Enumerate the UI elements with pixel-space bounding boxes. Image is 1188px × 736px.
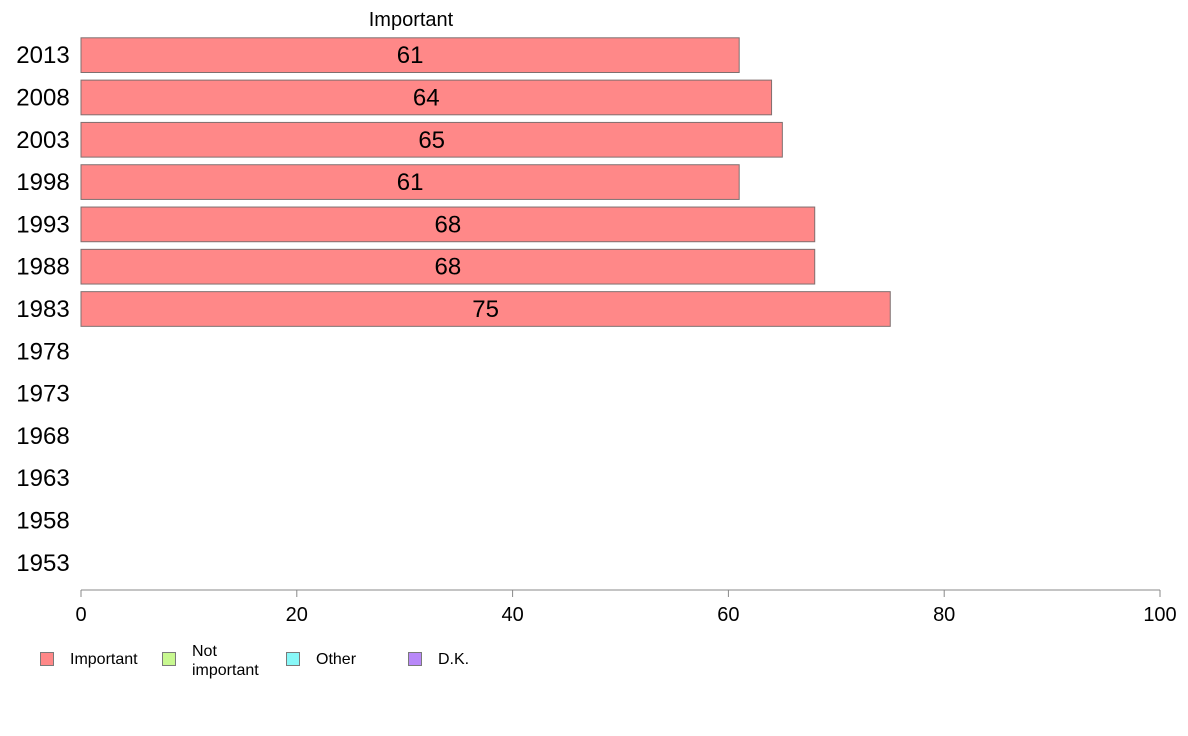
category-label: 1993 <box>16 211 69 238</box>
category-label: 1983 <box>16 296 69 323</box>
legend-swatch-important <box>40 652 54 666</box>
bar <box>80 37 740 73</box>
x-tick-label: 0 <box>75 604 86 626</box>
category-label: 1988 <box>16 254 69 281</box>
category-label: 1978 <box>16 338 69 365</box>
x-tick-label: 100 <box>1143 604 1176 626</box>
category-label: 1953 <box>16 550 69 577</box>
data-label: 64 <box>413 84 440 111</box>
category-label: 2008 <box>16 84 69 111</box>
data-label: 61 <box>397 169 424 196</box>
category-label: 1998 <box>16 169 69 196</box>
bar <box>80 291 891 327</box>
x-tick-label: 40 <box>501 604 523 626</box>
category-label: 2013 <box>16 42 69 69</box>
legend-swatch-other <box>286 652 300 666</box>
bar <box>80 248 816 285</box>
data-label: 65 <box>418 127 445 154</box>
legend-label-other: Other <box>316 651 357 668</box>
data-label: 75 <box>472 296 499 323</box>
legend-swatch-dk <box>408 652 422 666</box>
category-label: 1973 <box>16 381 69 408</box>
data-label: 68 <box>435 211 462 238</box>
bar <box>80 164 740 200</box>
category-label: 1958 <box>16 508 69 535</box>
bar <box>80 79 773 116</box>
legend-label-not-important: Not important <box>192 643 259 679</box>
category-label: 1968 <box>16 423 69 450</box>
data-label: 68 <box>435 254 462 281</box>
category-label: 1963 <box>16 465 69 492</box>
bar <box>80 121 783 158</box>
x-tick-label: 80 <box>933 604 955 626</box>
x-tick-label: 20 <box>286 604 308 626</box>
bar <box>80 206 816 243</box>
category-label: 2003 <box>16 127 69 154</box>
legend-label-dk: D.K. <box>438 651 470 668</box>
bar-chart: Important 2013 61 2008 64 2003 65 1998 61 1993 68 1… <box>16 9 1176 626</box>
data-label: 61 <box>397 42 424 69</box>
legend: Important Not important Other D.K. <box>40 642 600 686</box>
x-tick-label: 60 <box>717 604 739 626</box>
legend-label-important: Important <box>70 651 138 668</box>
legend-swatch-not-important <box>162 652 176 666</box>
chart-title: Important <box>369 9 454 31</box>
